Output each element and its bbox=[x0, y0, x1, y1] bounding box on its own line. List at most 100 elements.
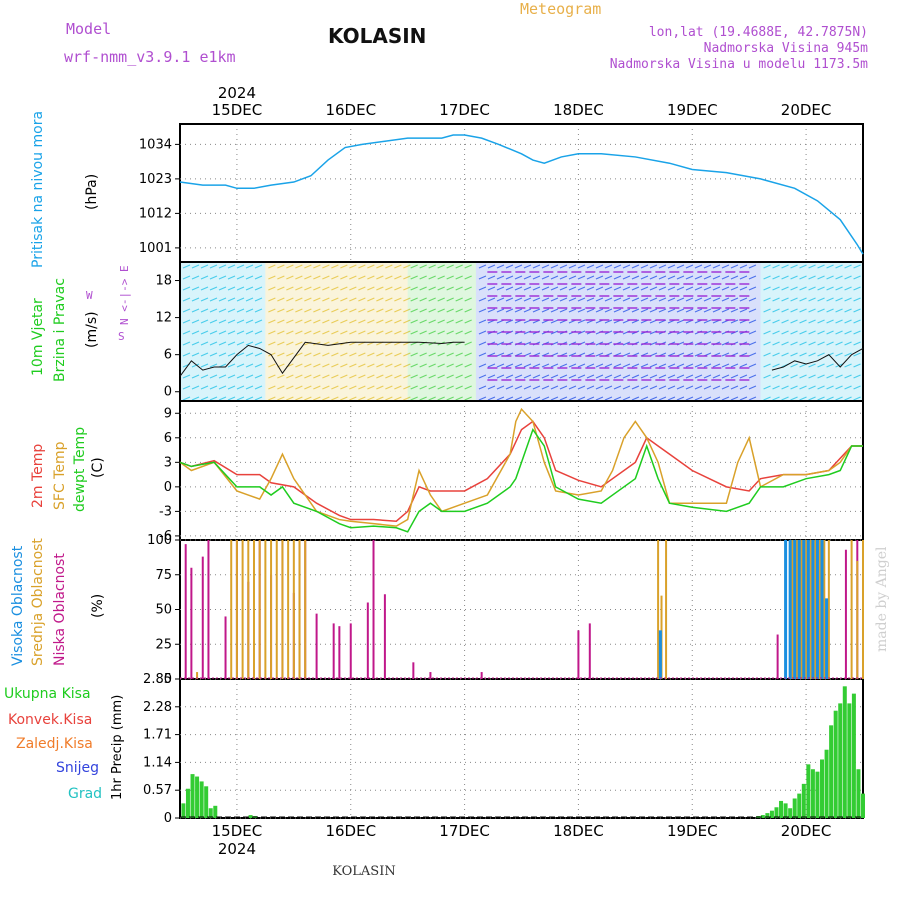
wind-barb bbox=[514, 385, 523, 390]
cloud-ytick-label: 50 bbox=[155, 603, 172, 618]
wind-barb bbox=[322, 275, 330, 280]
wind-barb bbox=[446, 297, 454, 302]
wind-barb bbox=[640, 264, 649, 269]
wind-barb bbox=[772, 330, 780, 335]
wind-barb bbox=[428, 363, 436, 368]
wind-barb bbox=[613, 297, 622, 302]
wind-barb bbox=[331, 385, 339, 390]
wind-barb bbox=[853, 330, 861, 335]
wind-barb bbox=[304, 330, 312, 335]
wind-barb bbox=[304, 319, 312, 324]
wind-barb bbox=[331, 319, 339, 324]
wind-barb bbox=[236, 330, 245, 335]
wind-barb bbox=[721, 374, 730, 379]
wind-barb bbox=[331, 297, 339, 302]
wind-barb bbox=[218, 374, 227, 379]
wind-barb bbox=[286, 297, 294, 302]
wind-barb bbox=[568, 275, 577, 280]
wind-barb bbox=[649, 363, 658, 368]
wind-barb bbox=[781, 286, 789, 291]
wind-barb bbox=[358, 264, 366, 269]
wind-barb bbox=[428, 264, 436, 269]
wind-barb bbox=[376, 319, 384, 324]
wind-ytick-label: 12 bbox=[155, 311, 172, 326]
precip-frame bbox=[179, 678, 864, 819]
wind-barb bbox=[568, 396, 577, 401]
wind-barb bbox=[376, 308, 384, 313]
wind-barb bbox=[268, 308, 276, 313]
wind-barb bbox=[595, 286, 604, 291]
wind-barb bbox=[428, 319, 436, 324]
date-label-bottom: 16DEC bbox=[325, 822, 376, 840]
wind-barb bbox=[586, 297, 595, 302]
wind-barb bbox=[523, 286, 532, 291]
wind-barb bbox=[446, 275, 454, 280]
wind-barb bbox=[385, 319, 393, 324]
wind-barb bbox=[595, 396, 604, 401]
wind-barb bbox=[254, 341, 263, 346]
wind-barb bbox=[322, 363, 330, 368]
wind-barb bbox=[712, 308, 721, 313]
wind-barb bbox=[835, 286, 843, 291]
wind-barb bbox=[340, 330, 348, 335]
wind-barb bbox=[245, 297, 254, 302]
wind-barb bbox=[730, 363, 739, 368]
wind-barb bbox=[295, 341, 303, 346]
wind-barb bbox=[428, 396, 436, 401]
wind-barb bbox=[853, 308, 861, 313]
wind-barb bbox=[730, 396, 739, 401]
wind-barb bbox=[403, 352, 411, 357]
wind-barb bbox=[200, 352, 209, 357]
wind-barb bbox=[835, 385, 843, 390]
wind-barb bbox=[191, 385, 200, 390]
precip-label-total: Ukupna Kisa bbox=[4, 686, 91, 702]
wind-barb bbox=[464, 341, 472, 346]
wind-barb bbox=[514, 374, 523, 379]
wind-barb bbox=[604, 297, 613, 302]
wind-barb bbox=[209, 374, 218, 379]
wind-barb bbox=[730, 319, 739, 324]
wind-barb bbox=[295, 264, 303, 269]
wind-barb bbox=[254, 385, 263, 390]
wind-barb bbox=[658, 275, 667, 280]
wind-barb bbox=[748, 363, 757, 368]
wind-barb bbox=[218, 319, 227, 324]
wind-barb bbox=[394, 330, 402, 335]
wind-barb bbox=[772, 385, 780, 390]
wind-barb bbox=[631, 319, 640, 324]
wind-barb bbox=[349, 308, 357, 313]
wind-barb bbox=[721, 396, 730, 401]
wind-barb bbox=[358, 297, 366, 302]
wind-barb bbox=[748, 385, 757, 390]
precip-label-frozen: Zaledj.Kisa bbox=[16, 736, 93, 752]
year-label-top: 2024 bbox=[218, 84, 256, 102]
wind-barb bbox=[826, 330, 834, 335]
wind-barb bbox=[577, 264, 586, 269]
wind-barb bbox=[367, 319, 375, 324]
wind-barb bbox=[631, 374, 640, 379]
wind-barb bbox=[437, 363, 445, 368]
wind-barb bbox=[748, 341, 757, 346]
grid-lines bbox=[236, 124, 807, 818]
wind-barb bbox=[550, 264, 559, 269]
wind-barb bbox=[763, 352, 771, 357]
wind-barb bbox=[685, 297, 694, 302]
wind-barb bbox=[478, 308, 487, 313]
wind-barb bbox=[304, 396, 312, 401]
wind-barb bbox=[721, 308, 730, 313]
wind-barb bbox=[523, 385, 532, 390]
wind-barb bbox=[853, 385, 861, 390]
wind-barb bbox=[568, 286, 577, 291]
wind-barb bbox=[277, 385, 285, 390]
wind-barb bbox=[532, 308, 541, 313]
wind-barb bbox=[478, 264, 487, 269]
wind-barb bbox=[286, 319, 294, 324]
wind-barb bbox=[331, 275, 339, 280]
wind-barb bbox=[437, 264, 445, 269]
wind-barb bbox=[428, 330, 436, 335]
wind-barb bbox=[446, 374, 454, 379]
wind-barb bbox=[631, 396, 640, 401]
wind-barb bbox=[613, 264, 622, 269]
wind-barb bbox=[496, 286, 505, 291]
wind-barb bbox=[748, 308, 757, 313]
